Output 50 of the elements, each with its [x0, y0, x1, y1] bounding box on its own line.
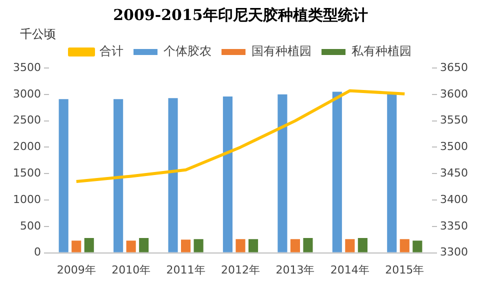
legend-label: 国有种植园 — [252, 44, 312, 58]
y2-tick-label: 3300 — [440, 246, 468, 259]
y2-tick-label: 3400 — [440, 192, 468, 206]
bar — [114, 99, 124, 252]
bar — [278, 94, 288, 252]
bar — [139, 238, 149, 252]
bar — [412, 240, 422, 252]
y-axis-title: 千公顷 — [20, 26, 56, 43]
x-tick-label: 2013年 — [276, 263, 315, 276]
y-tick-label: 2000 — [12, 140, 41, 154]
y2-tick-label: 3650 — [440, 60, 468, 74]
bar — [194, 239, 204, 252]
bar — [345, 239, 355, 252]
y2-tick-label: 3600 — [440, 87, 468, 100]
y-tick-label: 2500 — [12, 114, 41, 127]
legend-label: 私有种植园 — [352, 44, 412, 58]
bar — [303, 238, 313, 252]
bar — [290, 239, 300, 252]
bar — [84, 238, 94, 252]
x-tick-label: 2009年 — [56, 263, 96, 276]
y-tick-label: 1500 — [12, 166, 41, 180]
y-tick-label: 1000 — [12, 192, 41, 206]
bar — [332, 92, 342, 252]
y2-tick-label: 3500 — [440, 140, 468, 154]
y-tick-label: 500 — [20, 219, 41, 232]
bar — [72, 240, 82, 252]
bar — [222, 96, 233, 252]
chart-title: 2009-2015年印尼天胶种植类型统计 — [112, 6, 369, 25]
legend-label: 个体胶农 — [164, 44, 212, 58]
bar — [387, 94, 397, 252]
y2-tick-label: 3550 — [440, 114, 468, 127]
bar — [180, 240, 191, 252]
y-tick-label: 0 — [34, 246, 41, 259]
y-tick-label: 3500 — [12, 60, 41, 74]
y2-tick-label: 3450 — [440, 166, 468, 180]
x-tick-label: 2010年 — [112, 263, 151, 276]
bar — [58, 99, 68, 252]
y2-tick-label: 3350 — [440, 219, 468, 232]
x-tick-label: 2014年 — [330, 263, 370, 276]
bar — [236, 239, 246, 252]
bar — [248, 239, 258, 252]
x-tick-label: 2011年 — [166, 263, 206, 276]
bar — [126, 240, 136, 252]
legend-label: 合计 — [100, 44, 124, 58]
bar — [358, 238, 368, 252]
bar — [168, 98, 178, 252]
x-tick-label: 2015年 — [385, 263, 424, 276]
y-tick-label: 3000 — [12, 87, 41, 100]
bar — [400, 239, 410, 252]
x-tick-label: 2012年 — [221, 263, 260, 276]
